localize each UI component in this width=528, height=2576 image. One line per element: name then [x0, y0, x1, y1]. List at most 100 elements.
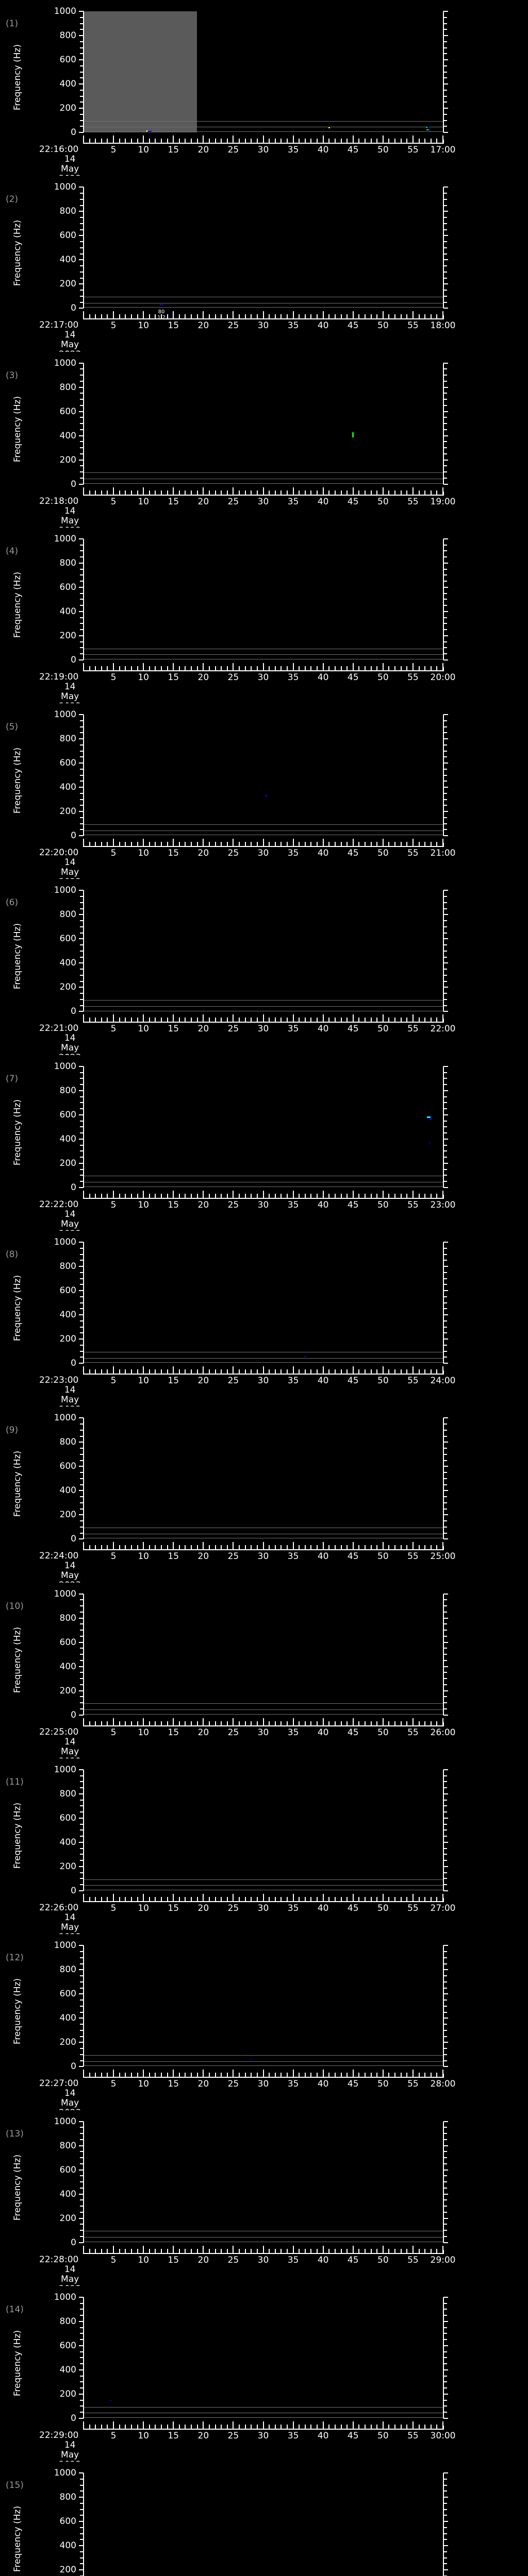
y-tick-minor: [80, 1460, 84, 1461]
y-tick-minor-right: [443, 1484, 447, 1485]
y-tick-major: [79, 283, 84, 285]
x-tick-minor: [107, 1545, 108, 1550]
origin-time: 22:24:00: [39, 1551, 79, 1562]
x-tick-minor: [358, 666, 360, 670]
y-tick-minor: [80, 1678, 84, 1680]
x-tick-minor: [388, 1896, 390, 1901]
x-tick-minor: [89, 2424, 90, 2429]
y-axis-left-spine: [83, 538, 84, 660]
x-tick-minor: [208, 2248, 210, 2253]
y-tick-label: 0: [71, 1885, 76, 1896]
x-axis-line: [83, 2252, 444, 2254]
y-tick-major-right: [443, 2018, 448, 2019]
x-tick-major: [83, 135, 84, 143]
x-tick-label: 35: [287, 1551, 299, 1562]
y-tick-minor-right: [443, 1453, 447, 1455]
x-tick-major: [83, 487, 84, 495]
detection-mark: [352, 432, 354, 438]
y-tick-minor: [80, 829, 84, 831]
x-tick-minor: [274, 2248, 276, 2253]
y-tick-minor: [80, 1957, 84, 1958]
x-tick-label: 45: [347, 1024, 359, 1035]
x-tick-label: 20: [197, 1199, 209, 1210]
y-tick-minor: [80, 944, 84, 946]
y-tick-major-right: [443, 2497, 448, 2498]
y-tick-minor-right: [443, 1684, 447, 1685]
x-tick-major: [143, 1190, 144, 1198]
x-tick-minor: [119, 666, 120, 670]
x-tick-minor: [167, 1018, 168, 1022]
x-tick-minor: [328, 1193, 330, 1198]
x-tick-minor: [119, 1545, 120, 1550]
x-tick-minor: [388, 490, 390, 495]
y-tick-minor-right: [443, 301, 447, 303]
x-tick-label: 50: [377, 1551, 389, 1562]
x-tick-minor: [185, 2424, 186, 2429]
x-tick-minor: [274, 2424, 276, 2429]
y-tick-label: 0: [71, 1534, 76, 1545]
y-tick-minor-right: [443, 1987, 447, 1989]
x-tick-minor: [239, 314, 240, 319]
y-tick-minor-right: [443, 2036, 447, 2037]
y-tick-minor: [80, 1344, 84, 1346]
x-tick-minor: [125, 490, 126, 495]
x-tick-minor: [400, 314, 402, 319]
y-tick-major-right: [443, 2569, 448, 2571]
x-tick-minor: [424, 666, 426, 670]
y-tick-major: [79, 235, 84, 236]
panel-index-label: (10): [6, 1601, 24, 1612]
x-tick-minor: [221, 1193, 222, 1198]
y-tick-major: [79, 459, 84, 461]
x-tick-minor: [244, 139, 246, 143]
y-tick-label: 1000: [54, 182, 76, 193]
x-tick-minor: [334, 1721, 336, 1725]
y-tick-minor-right: [443, 2163, 447, 2164]
x-tick-minor: [125, 2073, 126, 2077]
y-tick-label: 0: [71, 127, 76, 138]
x-tick-minor: [155, 490, 156, 495]
x-tick-minor: [346, 1018, 348, 1022]
y-tick-minor-right: [443, 1320, 447, 1321]
x-tick-minor: [137, 1721, 138, 1725]
x-tick-minor: [208, 1721, 210, 1725]
y-tick-minor: [80, 1702, 84, 1704]
x-tick-major: [352, 663, 354, 670]
x-tick-major: [203, 2070, 204, 2077]
x-tick-minor: [214, 2424, 216, 2429]
y-tick-major: [79, 1266, 84, 1267]
y-tick-minor: [80, 1168, 84, 1170]
y-tick-minor: [80, 896, 84, 897]
y-tick-label: 200: [59, 103, 76, 113]
origin-time: 22:16:00: [39, 144, 79, 155]
y-tick-minor-right: [443, 1823, 447, 1825]
y-tick-minor: [80, 1648, 84, 1649]
y-axis-left-spine: [83, 187, 84, 309]
x-tick-minor: [125, 1545, 126, 1550]
x-tick-major: [203, 839, 204, 846]
x-tick-minor: [155, 1545, 156, 1550]
x-tick-minor: [418, 1369, 420, 1374]
x-tick-minor: [185, 139, 186, 143]
y-tick-major: [79, 1969, 84, 1971]
x-tick-minor: [130, 842, 132, 846]
y-axis-title: Frequency (Hz): [12, 2154, 23, 2221]
baseline-0: [84, 1000, 443, 1001]
y-tick-minor: [80, 2151, 84, 2153]
x-tick-major: [203, 1542, 204, 1550]
y-tick-minor-right: [443, 2151, 447, 2153]
x-tick-major: [113, 311, 114, 319]
y-tick-minor-right: [443, 623, 447, 624]
x-axis-end-label: 23:00: [430, 1199, 456, 1210]
x-tick-minor: [221, 139, 222, 143]
y-tick-major-right: [443, 938, 448, 940]
x-tick-minor: [155, 139, 156, 143]
x-tick-minor: [107, 2248, 108, 2253]
panel-index-label: (2): [6, 194, 19, 205]
detection-mark: [147, 130, 152, 132]
y-tick-minor: [80, 1696, 84, 1698]
x-tick-major: [352, 1190, 354, 1198]
y-tick-major-right: [443, 1793, 448, 1794]
x-tick-minor: [161, 2248, 162, 2253]
y-tick-major: [79, 259, 84, 261]
panel-8: 0 200 400 600 800 1000 Frequency (Hz) (8) 5 10 15 2…: [0, 1231, 528, 1415]
